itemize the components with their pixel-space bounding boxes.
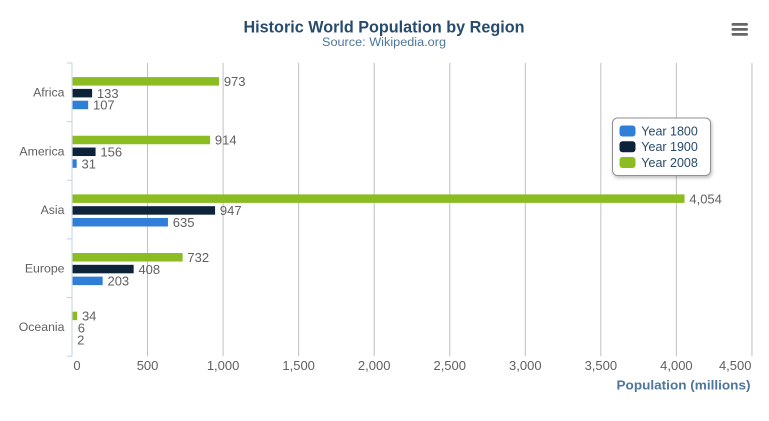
svg-text:156: 156: [100, 145, 122, 160]
svg-text:635: 635: [173, 215, 195, 230]
svg-text:4,000: 4,000: [660, 358, 693, 373]
svg-text:Europe: Europe: [25, 262, 65, 276]
svg-text:34: 34: [82, 309, 96, 324]
svg-text:Year 1800: Year 1800: [641, 124, 698, 138]
svg-text:203: 203: [107, 274, 129, 289]
svg-text:4,500: 4,500: [719, 358, 752, 373]
svg-text:Asia: Asia: [41, 203, 65, 217]
svg-text:2,000: 2,000: [358, 358, 391, 373]
svg-text:732: 732: [187, 250, 209, 265]
svg-text:2,500: 2,500: [433, 358, 466, 373]
svg-text:973: 973: [224, 74, 246, 89]
svg-text:500: 500: [137, 358, 159, 373]
svg-text:3,000: 3,000: [509, 358, 542, 373]
svg-text:Population (millions): Population (millions): [617, 379, 751, 393]
svg-text:America: America: [19, 144, 64, 158]
svg-text:107: 107: [93, 98, 115, 113]
svg-text:4,054: 4,054: [689, 191, 722, 206]
svg-text:133: 133: [97, 86, 119, 101]
svg-text:408: 408: [138, 262, 160, 277]
svg-text:1,000: 1,000: [207, 358, 240, 373]
svg-text:914: 914: [215, 133, 237, 148]
svg-text:947: 947: [220, 203, 242, 218]
svg-text:Africa: Africa: [33, 86, 65, 100]
svg-text:Year 1900: Year 1900: [641, 140, 698, 154]
svg-text:2: 2: [77, 332, 84, 347]
svg-text:1,500: 1,500: [282, 358, 315, 373]
svg-text:0: 0: [73, 358, 80, 373]
svg-text:Source: Wikipedia.org: Source: Wikipedia.org: [322, 37, 446, 49]
svg-text:3,500: 3,500: [585, 358, 618, 373]
svg-text:Historic World Population by R: Historic World Population by Region: [244, 18, 525, 37]
svg-text:Year 2008: Year 2008: [641, 156, 698, 170]
svg-text:31: 31: [81, 156, 95, 171]
svg-text:6: 6: [78, 320, 85, 335]
svg-text:Oceania: Oceania: [19, 320, 65, 334]
